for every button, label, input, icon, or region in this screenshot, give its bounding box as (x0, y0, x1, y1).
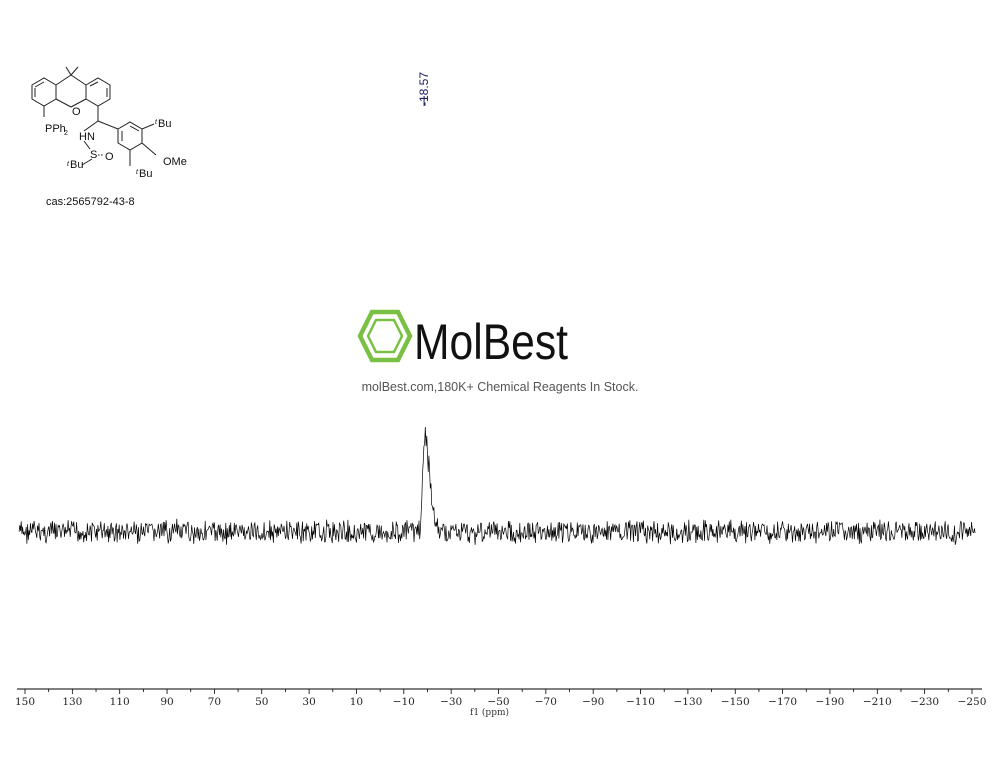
tagline: molBest.com,180K+ Chemical Reagents In S… (361, 380, 639, 394)
x-tick-label: 90 (160, 696, 173, 708)
svg-text:O: O (105, 151, 114, 163)
spectrum-trace (18, 426, 976, 545)
svg-text:Bu: Bu (158, 118, 171, 130)
x-tick-label: −130 (673, 696, 702, 708)
x-tick-label: 130 (62, 696, 82, 708)
svg-text:2: 2 (64, 130, 68, 137)
x-tick-label: −70 (535, 696, 557, 708)
x-tick-label: −230 (910, 696, 939, 708)
x-tick-label: 70 (208, 696, 221, 708)
x-tick-label: −250 (958, 696, 987, 708)
svg-text:PPh: PPh (45, 123, 66, 135)
x-tick-label: 50 (255, 696, 268, 708)
svg-text:O: O (72, 106, 81, 118)
x-tick-label: −170 (768, 696, 797, 708)
cas-number-label: cas:2565792-43-8 (46, 196, 135, 208)
svg-text:t: t (136, 169, 139, 176)
x-tick-label: −50 (487, 696, 509, 708)
x-axis-label: f1 (ppm) (470, 708, 509, 718)
svg-text:t: t (155, 119, 158, 126)
x-tick-label: −110 (626, 696, 655, 708)
svg-text:OMe: OMe (163, 156, 187, 168)
x-tick-label: −190 (816, 696, 845, 708)
svg-text:S: S (90, 149, 97, 161)
x-tick-label: −90 (582, 696, 604, 708)
x-tick-label: −30 (440, 696, 462, 708)
x-tick-label: −150 (721, 696, 750, 708)
x-tick-label: −210 (863, 696, 892, 708)
svg-text:HN: HN (79, 131, 95, 143)
svg-text:t: t (67, 161, 70, 168)
benzene-icon (357, 309, 413, 363)
x-tick-label: 150 (15, 696, 35, 708)
x-tick-label: 30 (302, 696, 315, 708)
molbest-logo: MolBest (357, 309, 568, 367)
svg-text:Bu: Bu (70, 159, 83, 171)
x-tick-label: 10 (350, 696, 363, 708)
x-tick-label: −10 (393, 696, 415, 708)
svg-text:Bu: Bu (139, 168, 152, 180)
x-tick-label: 110 (110, 696, 130, 708)
brand-logo-text: MolBest (414, 314, 568, 367)
